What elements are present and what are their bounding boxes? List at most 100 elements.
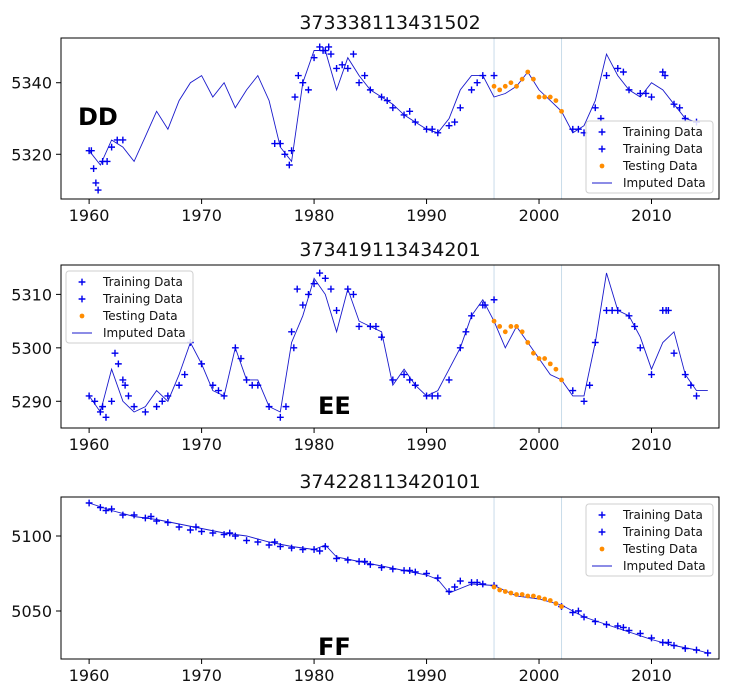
x-tick-label: 1960 <box>69 435 110 454</box>
legend-entry: Training Data <box>102 292 183 306</box>
x-tick-label: 1970 <box>181 206 222 225</box>
training-point <box>294 72 302 79</box>
training-point <box>220 392 228 400</box>
legend: Training Data Training Data Testing Data Im… <box>585 120 714 194</box>
training-point-2 <box>372 323 380 330</box>
y-tick-label: 5100 <box>11 527 52 546</box>
panel-label: FF <box>318 633 351 661</box>
imputed-line <box>88 50 697 166</box>
training-point <box>288 328 295 336</box>
training-point <box>316 269 324 277</box>
training-point-2 <box>406 376 414 384</box>
legend-box <box>585 120 714 194</box>
training-point <box>237 355 245 362</box>
x-tick-label: 1990 <box>406 206 447 225</box>
legend-testing-marker <box>79 313 85 319</box>
training-point <box>243 376 250 384</box>
training-point <box>344 556 352 564</box>
training-point <box>445 376 453 384</box>
training-point <box>648 93 655 101</box>
training-point <box>96 504 104 511</box>
training-point <box>175 523 183 531</box>
testing-point <box>491 83 497 89</box>
panel-label: DD <box>78 103 118 131</box>
training-point <box>282 403 290 411</box>
testing-point <box>542 596 548 602</box>
training-point <box>130 403 138 411</box>
training-point-2 <box>305 290 312 298</box>
training-point <box>291 93 299 101</box>
panel-title: 374228113420101 <box>299 471 480 493</box>
training-point <box>411 118 419 126</box>
legend-entry: Testing Data <box>622 159 698 173</box>
training-point <box>378 93 385 101</box>
legend-entry: Testing Data <box>622 542 698 556</box>
training-point <box>265 403 273 411</box>
testing-point <box>559 108 564 114</box>
x-tick-label: 2010 <box>631 435 672 454</box>
training-point <box>164 519 172 526</box>
x-tick-label: 1980 <box>294 206 335 225</box>
training-point <box>333 307 340 314</box>
training-point <box>704 649 712 657</box>
training-point-2 <box>327 285 335 293</box>
training-point <box>389 376 397 384</box>
training-point <box>625 86 633 94</box>
x-tick-label: 1980 <box>294 666 335 685</box>
testing-point <box>547 94 553 100</box>
training-point <box>125 392 132 400</box>
x-tick-label: 2010 <box>631 206 672 225</box>
testing-point <box>491 584 497 590</box>
training-point <box>569 387 577 394</box>
training-point <box>310 54 318 62</box>
training-point-2 <box>215 387 222 394</box>
training-point <box>456 577 464 585</box>
training-point-2 <box>451 583 459 591</box>
training-point <box>625 627 633 634</box>
testing-point <box>497 587 503 593</box>
training-point <box>108 505 116 513</box>
training-point <box>614 65 622 72</box>
training-point-2 <box>428 125 436 133</box>
training-point <box>355 79 363 87</box>
training-point <box>130 511 138 519</box>
plot-area <box>85 43 700 194</box>
training-point <box>299 301 307 309</box>
training-point <box>114 360 122 368</box>
training-point <box>434 129 442 137</box>
training-point-2 <box>226 529 234 537</box>
training-point <box>119 511 127 519</box>
testing-point <box>547 361 553 367</box>
panel-2: 373419113434201 1960 1970 1980 1990 2000 2010 5… <box>11 239 720 454</box>
testing-point <box>559 377 564 383</box>
training-point-2 <box>642 90 650 97</box>
training-point <box>490 72 498 79</box>
training-point-2 <box>575 125 582 133</box>
training-point <box>468 86 475 94</box>
training-point <box>636 344 644 352</box>
training-point-2 <box>147 513 155 520</box>
y-tick-label: 5310 <box>11 285 52 304</box>
training-point <box>153 517 161 525</box>
training-point <box>254 538 262 546</box>
training-point <box>670 642 678 649</box>
testing-point <box>519 592 525 597</box>
testing-point <box>497 87 503 93</box>
training-point <box>580 613 588 621</box>
training-point-2 <box>575 607 582 615</box>
legend: Training Data Training Data Testing Data Im… <box>585 503 714 577</box>
training-point-2 <box>121 381 129 389</box>
x-tick-label: 1990 <box>406 435 447 454</box>
training-point <box>293 285 301 293</box>
testing-point <box>525 340 531 345</box>
training-point <box>175 381 183 389</box>
training-point <box>603 621 610 628</box>
training-point-2 <box>192 523 200 531</box>
legend-entry: Training Data <box>622 125 703 139</box>
training-point <box>209 381 217 389</box>
legend-entry: Testing Data <box>102 309 178 323</box>
training-point <box>96 408 104 416</box>
training-point-2 <box>608 307 616 314</box>
training-point <box>119 136 127 144</box>
training-point <box>310 280 318 288</box>
